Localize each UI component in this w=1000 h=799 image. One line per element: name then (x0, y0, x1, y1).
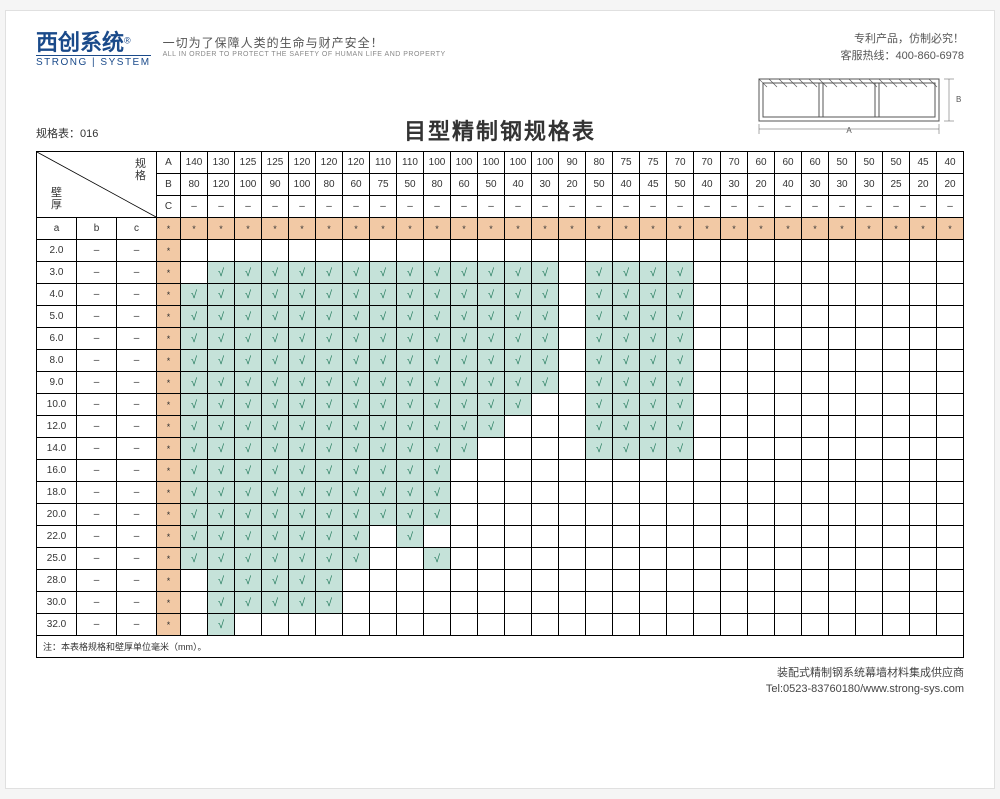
top-right-info: 专利产品，仿制必究！ 客服热线：400-860-6978 (841, 31, 965, 64)
logo-cn: 西创系统 (36, 30, 124, 55)
slogan: 一切为了保障人类的生命与财产安全！ ALL IN ORDER TO PROTEC… (163, 31, 446, 58)
corner-wall: 壁厚 (51, 187, 62, 211)
spec-sheet: 西创系统® STRONG | SYSTEM 一切为了保障人类的生命与财产安全！ … (5, 10, 995, 789)
spec-table: 规格壁厚A14013012512512012012011011010010010… (36, 151, 964, 636)
table-row: 5.0––*√√√√√√√√√√√√√√√√√√ (37, 306, 964, 328)
table-row: 6.0––*√√√√√√√√√√√√√√√√√√ (37, 328, 964, 350)
table-row: 22.0––*√√√√√√√√ (37, 526, 964, 548)
spec-table-wrap: 规格壁厚A14013012512512012012011011010010010… (36, 151, 964, 658)
logo-en: STRONG | SYSTEM (36, 55, 151, 68)
dim-a-label: A (846, 126, 852, 135)
corner-cell: 规格壁厚 (37, 152, 157, 218)
table-row: 9.0––*√√√√√√√√√√√√√√√√√√ (37, 372, 964, 394)
table-row: 14.0––*√√√√√√√√√√√√√√√ (37, 438, 964, 460)
footer-line1: 装配式精制钢系统幕墙材料集成供应商 (36, 666, 964, 681)
table-row: 28.0––*√√√√√ (37, 570, 964, 592)
table-row: 16.0––*√√√√√√√√√√ (37, 460, 964, 482)
table-row: 30.0––*√√√√√ (37, 592, 964, 614)
patent-notice: 专利产品，仿制必究！ (841, 31, 965, 48)
title-row: 规格表：016 目型精制钢规格表 (36, 76, 964, 146)
footer-info: 装配式精制钢系统幕墙材料集成供应商 Tel:0523-83760180/www.… (36, 666, 964, 697)
table-row: 12.0––*√√√√√√√√√√√√√√√√ (37, 416, 964, 438)
hotline: 客服热线：400-860-6978 (841, 48, 965, 65)
logo-reg: ® (124, 36, 131, 46)
table-row: 32.0––*√ (37, 614, 964, 636)
table-row: 18.0––*√√√√√√√√√√ (37, 482, 964, 504)
table-row: 3.0––*√√√√√√√√√√√√√√√√√ (37, 262, 964, 284)
table-row: 20.0––*√√√√√√√√√√ (37, 504, 964, 526)
corner-spec: 规格 (135, 158, 146, 182)
table-row: 25.0––*√√√√√√√√ (37, 548, 964, 570)
section-diagram: A B (754, 74, 964, 141)
slogan-en: ALL IN ORDER TO PROTECT THE SAFETY OF HU… (163, 51, 446, 58)
slogan-cn: 一切为了保障人类的生命与财产安全！ (163, 34, 446, 51)
spec-number: 规格表：016 (36, 125, 98, 141)
footnote: 注：本表格规格和壁厚单位毫米（mm）。 (36, 636, 964, 658)
logo-block: 西创系统® STRONG | SYSTEM 一切为了保障人类的生命与财产安全！ … (36, 31, 446, 68)
table-row: 8.0––*√√√√√√√√√√√√√√√√√√ (37, 350, 964, 372)
header: 西创系统® STRONG | SYSTEM 一切为了保障人类的生命与财产安全！ … (36, 31, 964, 68)
table-row: 2.0––* (37, 240, 964, 262)
dim-b-label: B (956, 95, 961, 104)
table-row: 4.0––*√√√√√√√√√√√√√√√√√√ (37, 284, 964, 306)
table-row: 10.0––*√√√√√√√√√√√√√√√√√ (37, 394, 964, 416)
footer-line2: Tel:0523-83760180/www.strong-sys.com (36, 682, 964, 697)
page-title: 目型精制钢规格表 (404, 114, 596, 146)
logo: 西创系统® STRONG | SYSTEM (36, 31, 151, 68)
